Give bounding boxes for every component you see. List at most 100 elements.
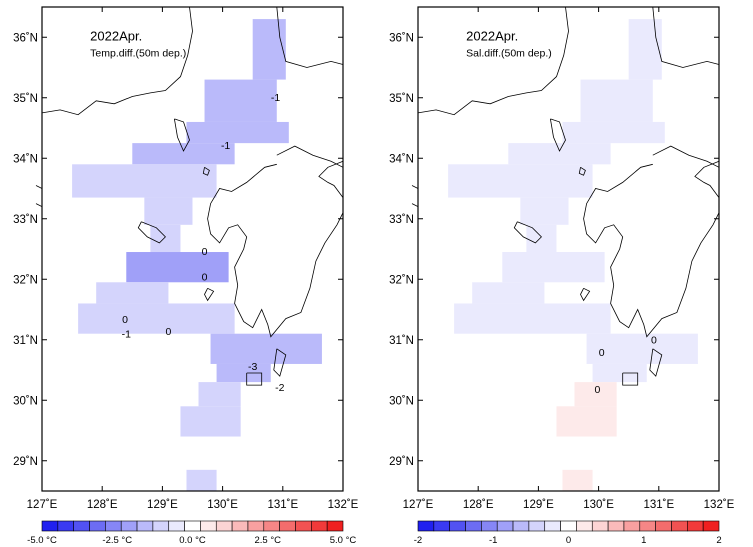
contour-label: -3 <box>248 361 257 373</box>
coastline-goto <box>513 221 542 244</box>
data-cell <box>96 282 169 304</box>
lon-tick-label: 127˚E <box>27 499 58 511</box>
lat-tick-label: 36˚N <box>389 32 414 44</box>
contour-labels: 0 0 0 <box>594 334 657 396</box>
coastline-goto <box>137 221 166 244</box>
data-cell <box>562 121 665 144</box>
lat-tick-label: 35˚N <box>13 93 38 105</box>
lat-tick-label: 33˚N <box>13 214 38 226</box>
contour-label: 0 <box>599 347 605 359</box>
data-cell <box>180 406 241 437</box>
lon-tick-label: 132˚E <box>704 499 735 511</box>
colorbar-label: 2 <box>716 535 721 546</box>
lat-tick-label: 30˚N <box>13 395 38 407</box>
colorbar-swatch <box>607 520 625 532</box>
colorbar-swatch <box>136 520 154 532</box>
lon-tick-label: 128˚E <box>87 499 118 511</box>
colorbar-swatch <box>433 520 450 532</box>
colorbar-swatch <box>41 520 59 532</box>
contour-label: 0 <box>165 326 171 338</box>
lon-tick-label: 127˚E <box>403 499 434 511</box>
colorbar-label: 1 <box>641 535 646 546</box>
colorbar-swatch <box>623 520 641 532</box>
coastline-tsushima <box>174 118 190 152</box>
contour-label: 0 <box>594 384 600 396</box>
contour-label: 0 <box>202 271 208 283</box>
colorbar-swatch <box>215 520 233 532</box>
colorbar: -5.0 °C -2.5 °C 0.0 °C 2.5 °C 5.0 °C <box>27 520 357 546</box>
colorbar-label: -2 <box>414 535 422 546</box>
colorbar-swatch <box>576 520 593 532</box>
coastline-yakushima <box>622 372 639 386</box>
data-cell <box>556 406 617 437</box>
colorbar-swatch <box>591 520 609 532</box>
shaded-field <box>72 19 322 491</box>
data-cell <box>78 303 235 334</box>
data-cell <box>150 224 181 253</box>
lat-tick-label: 31˚N <box>389 335 414 347</box>
coastline-iki <box>202 166 210 176</box>
coastline-tanegashima <box>649 348 663 377</box>
colorbar-swatch <box>449 520 466 532</box>
lon-tick-label: 129˚E <box>147 499 178 511</box>
lon-tick-label: 130˚E <box>207 499 238 511</box>
colorbar-swatch <box>231 520 249 532</box>
data-cell <box>72 164 217 198</box>
contour-labels: -1 -1 0 0 -1 0 0 -3 -2 <box>122 92 285 394</box>
colorbar-swatch <box>544 520 561 532</box>
data-cell <box>592 363 647 383</box>
coastline-honshu <box>276 6 344 68</box>
data-cell <box>186 121 289 144</box>
colorbar-swatch <box>263 520 280 532</box>
coastline-iki <box>578 166 586 176</box>
colorbar-swatch <box>496 520 514 532</box>
coastline-kyushu <box>207 163 344 338</box>
coastlines <box>35 6 344 386</box>
colorbar-swatch <box>465 520 482 532</box>
data-cell <box>198 382 241 407</box>
colorbar-swatch <box>57 520 74 532</box>
coastline-kyushu <box>583 163 720 338</box>
colorbar-swatch <box>481 520 498 532</box>
data-cell <box>144 197 193 225</box>
coastline-honshu <box>652 6 720 68</box>
map-frame <box>417 6 720 492</box>
lat-tick-label: 29˚N <box>13 456 38 468</box>
colorbar-label: 2.5 °C <box>254 535 281 546</box>
data-cell <box>448 164 593 198</box>
colorbar-swatch <box>528 520 546 532</box>
temperature-difference-map-panel: 127˚E 128˚E 129˚E 130˚E 131˚E 132˚E 29˚N 30˚N 31… <box>0 0 376 547</box>
shaded-field <box>448 19 698 491</box>
colorbar-swatch <box>295 520 312 532</box>
data-cell <box>210 333 322 364</box>
colorbar-swatch <box>200 520 217 532</box>
colorbar-swatch <box>639 520 656 532</box>
map-frame <box>41 6 344 492</box>
colorbar-label: 5.0 °C <box>330 535 357 546</box>
contour-label: 0 <box>651 334 657 346</box>
map-title: 2022Apr. <box>90 28 142 43</box>
data-cell <box>132 143 235 165</box>
salinity-difference-map-panel: 127˚E 128˚E 129˚E 130˚E 131˚E 132˚E 29˚N 30˚N 31… <box>376 0 753 547</box>
colorbar-swatch <box>89 520 106 532</box>
colorbar-label: -2.5 °C <box>102 535 132 546</box>
coastlines <box>411 6 720 386</box>
coastline-honshuS <box>276 145 344 168</box>
data-cell <box>628 19 662 80</box>
contour-label: 0 <box>202 246 208 258</box>
coastline-honshuS <box>652 145 720 168</box>
data-cell <box>586 333 698 364</box>
colorbar: -2 -1 0 1 2 <box>414 520 722 546</box>
data-cell <box>520 197 569 225</box>
data-cell <box>502 252 605 283</box>
data-cell <box>186 469 217 491</box>
colorbar-swatch <box>311 520 328 532</box>
colorbar-swatch <box>152 520 170 532</box>
contour-label: -1 <box>271 92 280 104</box>
coastline-jeju <box>35 185 43 208</box>
colorbar-swatch <box>120 520 138 532</box>
lat-tick-label: 35˚N <box>389 93 414 105</box>
data-cell <box>526 224 557 253</box>
salinity-map-svg: 127˚E 128˚E 129˚E 130˚E 131˚E 132˚E 29˚N 30˚N 31… <box>389 6 735 546</box>
lat-tick-label: 32˚N <box>389 274 414 286</box>
